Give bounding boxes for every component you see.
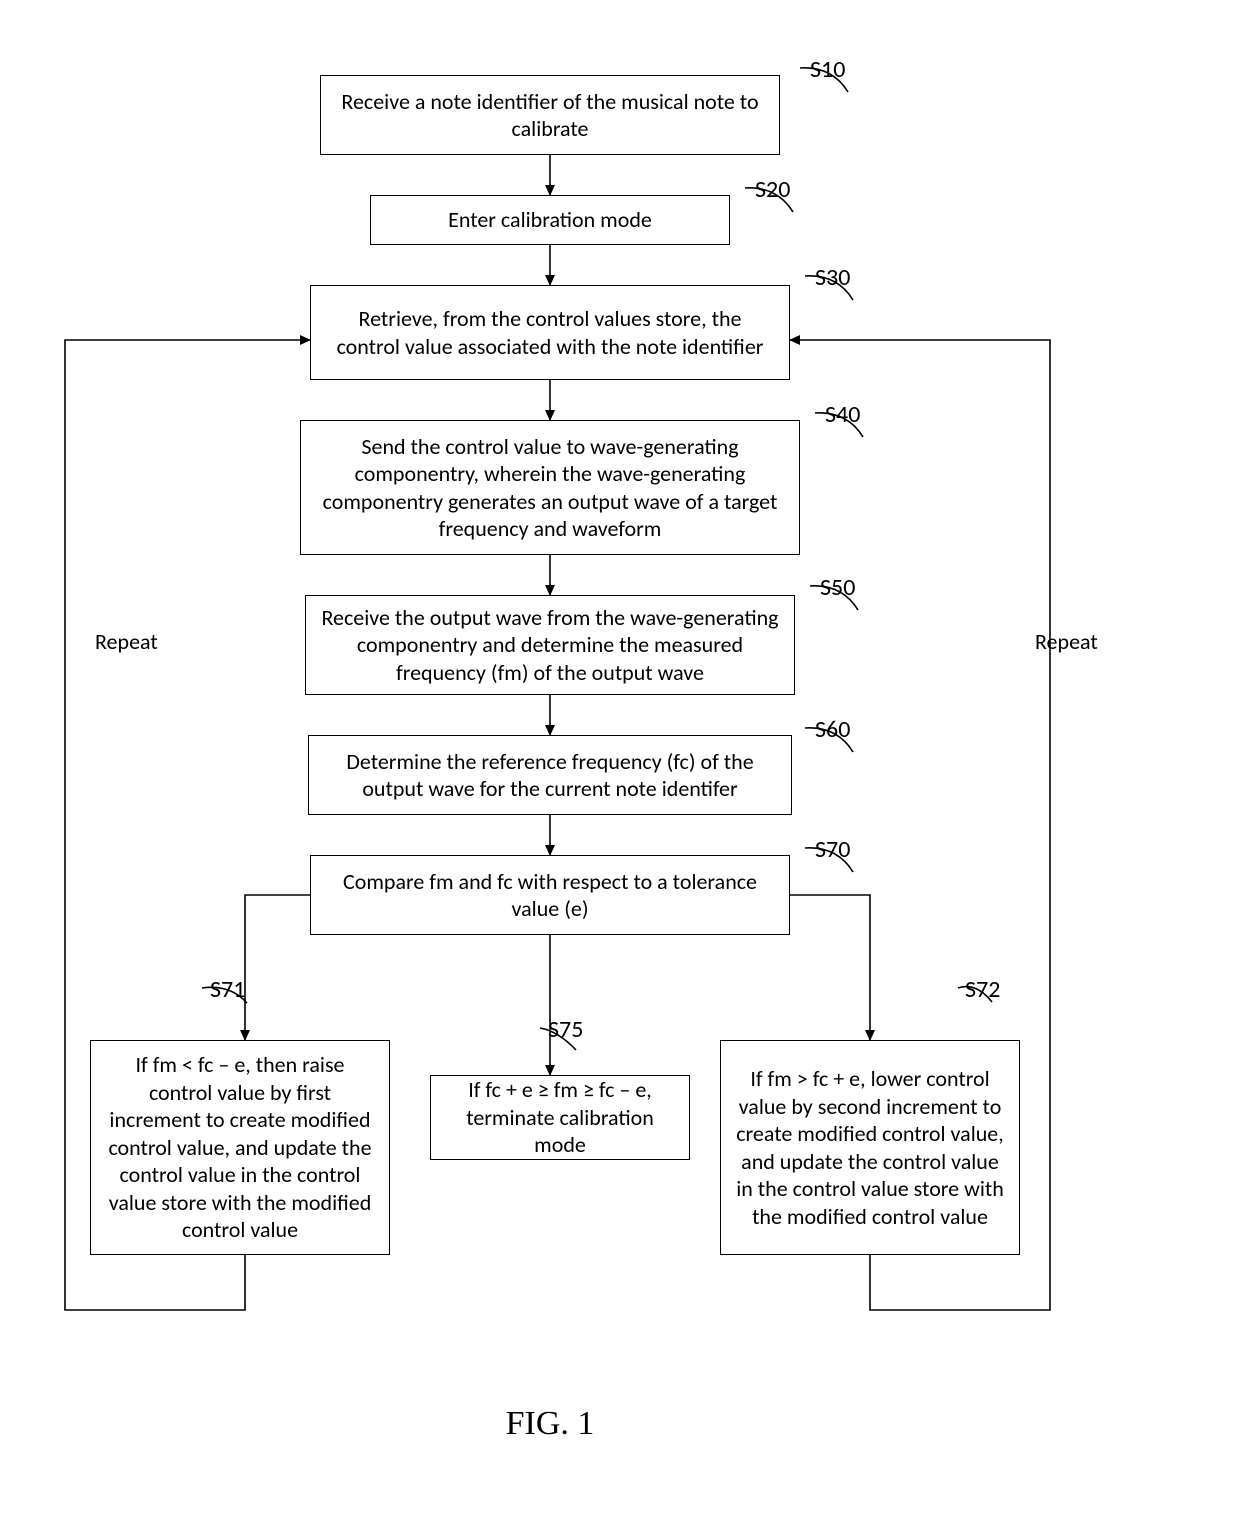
step-label-s20: S20: [755, 175, 790, 204]
edge-S70_left-S71_top: [245, 895, 310, 1040]
node-s71: If fm < fc – e, then raise control value…: [90, 1040, 390, 1255]
step-label-s72: S72: [965, 975, 1000, 1004]
node-s75-text: If fc + e ≥ fm ≥ fc – e, terminate calib…: [445, 1076, 675, 1159]
step-label-s40: S40: [825, 400, 860, 429]
node-s71-text: If fm < fc – e, then raise control value…: [105, 1051, 375, 1244]
node-s40: Send the control value to wave-generatin…: [300, 420, 800, 555]
edge-S70_right-S72_top: [790, 895, 870, 1040]
node-s70-text: Compare fm and fc with respect to a tole…: [325, 868, 775, 923]
node-s20: Enter calibration mode: [370, 195, 730, 245]
node-s72-text: If fm > fc + e, lower control value by s…: [735, 1065, 1005, 1230]
node-s20-text: Enter calibration mode: [448, 206, 652, 234]
step-label-s30: S30: [815, 263, 850, 292]
node-s70: Compare fm and fc with respect to a tole…: [310, 855, 790, 935]
node-s30: Retrieve, from the control values store,…: [310, 285, 790, 380]
step-label-s70: S70: [815, 835, 850, 864]
node-s75: If fc + e ≥ fm ≥ fc – e, terminate calib…: [430, 1075, 690, 1160]
node-s40-text: Send the control value to wave-generatin…: [315, 433, 785, 543]
node-s72: If fm > fc + e, lower control value by s…: [720, 1040, 1020, 1255]
repeat-label-right: Repeat: [1035, 628, 1098, 655]
step-label-s10: S10: [810, 55, 845, 84]
node-s10-text: Receive a note identifier of the musical…: [335, 88, 765, 143]
node-s10: Receive a note identifier of the musical…: [320, 75, 780, 155]
node-s50: Receive the output wave from the wave-ge…: [305, 595, 795, 695]
node-s60: Determine the reference frequency (fc) o…: [308, 735, 792, 815]
figure-label: FIG. 1: [490, 1405, 610, 1443]
node-s30-text: Retrieve, from the control values store,…: [325, 305, 775, 360]
step-label-s50: S50: [820, 573, 855, 602]
repeat-label-left: Repeat: [95, 628, 158, 655]
step-label-s71: S71: [210, 975, 245, 1004]
step-label-s75: S75: [548, 1015, 583, 1044]
step-label-s60: S60: [815, 715, 850, 744]
node-s60-text: Determine the reference frequency (fc) o…: [323, 748, 777, 803]
node-s50-text: Receive the output wave from the wave-ge…: [320, 604, 780, 687]
